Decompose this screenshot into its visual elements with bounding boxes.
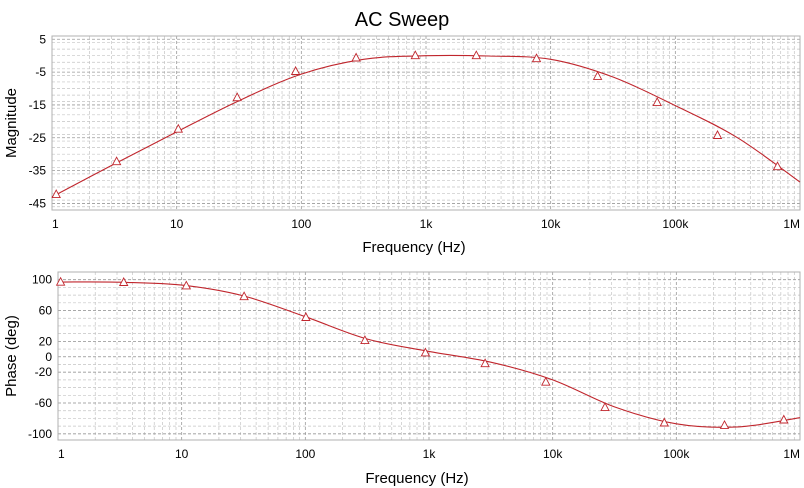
magnitude-x-tick-label: 1 (52, 217, 59, 231)
magnitude-x-tick-label: 1k (420, 217, 434, 231)
phase-x-tick-label: 1M (783, 447, 800, 461)
phase-y-axis-title: Phase (deg) (3, 315, 20, 397)
phase-plot-frame (57, 271, 801, 441)
magnitude-marker (592, 70, 603, 80)
magnitude-y-tick-label: -35 (29, 164, 47, 178)
phase-x-tick-label: 100k (663, 447, 690, 461)
phase-x-tick-label: 100 (295, 447, 315, 461)
phase-plot: 1 10 100 1k 10k 100k 1M 100 60 20 0-20 -60 -100 Frequ… (3, 271, 801, 487)
phase-y-tick-label: -100 (28, 427, 52, 441)
magnitude-marker (351, 52, 361, 62)
magnitude-marker (531, 53, 542, 63)
phase-y-tick-label: -20 (35, 365, 53, 379)
magnitude-y-tick-label: -25 (29, 131, 47, 145)
chart-title: AC Sweep (355, 9, 450, 31)
phase-marker (480, 358, 490, 368)
magnitude-x-tick-label: 10k (541, 217, 561, 231)
magnitude-marker (290, 66, 301, 75)
phase-marker (239, 291, 249, 301)
phase-y-tick-label: 60 (39, 304, 53, 318)
magnitude-marker (232, 92, 242, 102)
magnitude-y-tick-label: -15 (29, 98, 47, 112)
magnitude-marker (173, 123, 184, 133)
phase-marker (420, 347, 431, 357)
magnitude-x-axis-title: Frequency (Hz) (362, 239, 465, 256)
phase-x-tick-label: 10k (543, 447, 563, 461)
phase-marker (360, 335, 370, 345)
magnitude-y-tick-label: -45 (29, 196, 47, 210)
phase-marker (659, 417, 670, 427)
magnitude-marker (51, 189, 61, 199)
magnitude-plot-frame (51, 35, 801, 211)
phase-marker (301, 312, 311, 321)
magnitude-marker (111, 156, 122, 166)
magnitude-y-tick-label: 5 (39, 32, 46, 46)
phase-y-tick-label: 100 (32, 273, 52, 287)
phase-y-tick-label: 20 (39, 334, 53, 348)
phase-x-axis-title: Frequency (Hz) (365, 470, 468, 487)
magnitude-marker (471, 50, 482, 60)
magnitude-y-axis-title: Magnitude (3, 88, 20, 158)
phase-y-tick-label: -60 (35, 396, 53, 410)
magnitude-y-tick-label: -5 (35, 65, 46, 79)
phase-marker (719, 419, 730, 429)
phase-marker (541, 376, 551, 386)
phase-marker (779, 414, 789, 424)
phase-marker (55, 276, 66, 286)
magnitude-plot: 1 10 100 1k 10k 100k 1M 5 -5 -15 -25 -35 -45 Frequenc… (3, 32, 801, 256)
phase-x-tick-label: 10 (175, 447, 189, 461)
magnitude-x-tick-label: 10 (170, 217, 184, 231)
magnitude-marker (652, 97, 662, 107)
phase-x-tick-label: 1 (58, 447, 65, 461)
phase-x-tick-label: 1k (423, 447, 437, 461)
magnitude-x-tick-label: 100k (662, 217, 689, 231)
magnitude-x-tick-label: 100 (291, 217, 311, 231)
magnitude-marker (772, 161, 783, 171)
magnitude-x-tick-label: 1M (783, 217, 800, 231)
phase-marker (600, 402, 610, 412)
phase-marker (181, 280, 192, 290)
phase-y-tick-label: 0 (45, 350, 52, 364)
magnitude-marker (712, 130, 723, 139)
phase-series-line (57, 281, 801, 428)
magnitude-marker (410, 50, 421, 60)
phase-marker (118, 277, 129, 286)
